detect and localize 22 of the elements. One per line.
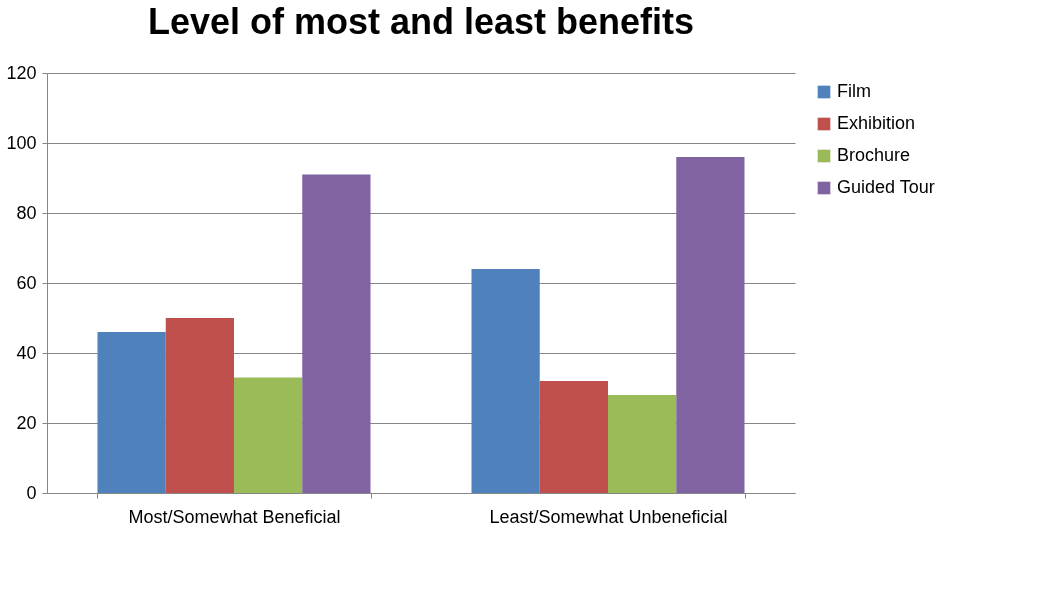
bar — [471, 269, 540, 493]
bar — [302, 174, 371, 493]
x-tick-label: Least/Somewhat Unbeneficial — [489, 506, 728, 527]
legend-label: Brochure — [837, 145, 911, 165]
bar — [539, 381, 608, 493]
bar — [608, 395, 677, 493]
bar — [97, 332, 166, 493]
y-tick-label: 20 — [16, 412, 37, 433]
y-tick-label: 120 — [6, 62, 37, 83]
bar — [165, 318, 234, 493]
bar — [234, 377, 303, 493]
x-tick-label: Most/Somewhat Beneficial — [128, 506, 341, 527]
y-tick-label: 80 — [16, 202, 37, 223]
bar — [676, 157, 745, 493]
legend-label: Exhibition — [837, 113, 916, 133]
y-tick-label: 100 — [6, 132, 37, 153]
y-tick-label: 60 — [16, 272, 37, 293]
legend-label: Guided Tour — [837, 177, 935, 197]
legend-label: Film — [837, 81, 871, 101]
chart-title: Level of most and least benefits — [147, 1, 695, 42]
y-tick-label: 0 — [26, 482, 37, 503]
y-tick-label: 40 — [16, 342, 37, 363]
